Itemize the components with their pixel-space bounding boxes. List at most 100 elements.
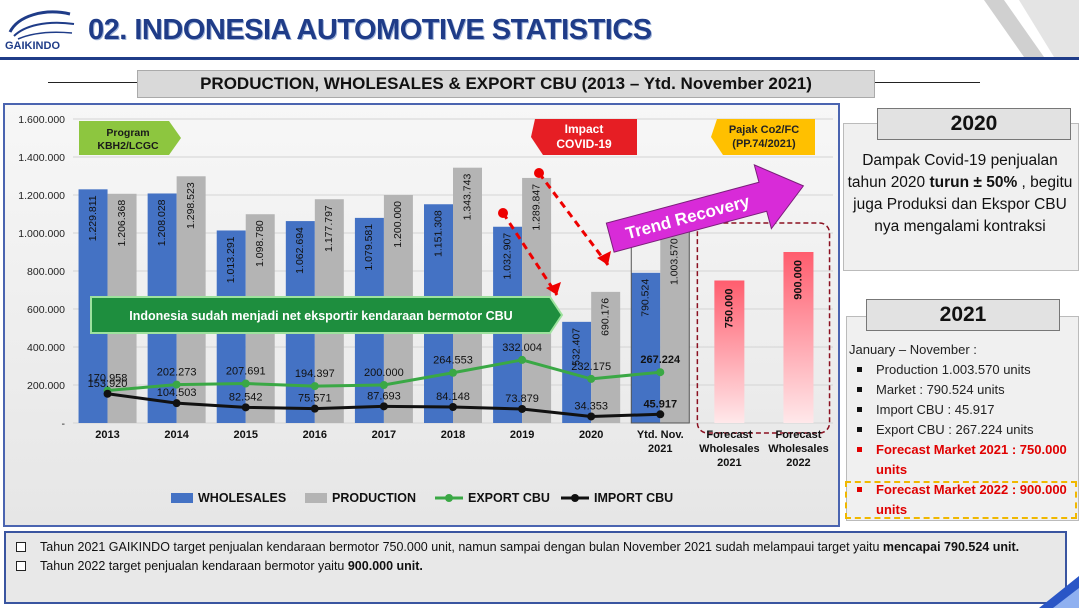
list-item-forecast-2021: Forecast Market 2021 : 750.000 units: [849, 440, 1077, 480]
box-2020-text-bold: turun ± 50%: [929, 174, 1022, 191]
covid-label: COVID-19: [556, 137, 612, 151]
gaikindo-logo: [8, 10, 75, 40]
page-title: 02. INDONESIA AUTOMOTIVE STATISTICS: [88, 14, 652, 46]
x-tick-label: Wholesales: [768, 443, 829, 455]
data-label-production: 1.177.797: [323, 205, 335, 252]
point-import-cbu: [518, 404, 527, 413]
x-tick-label: 2019: [510, 429, 534, 441]
note-1-text: Tahun 2021 GAIKINDO target penjualan ken…: [40, 540, 883, 554]
data-label-wholesales: 532.407: [570, 328, 582, 366]
y-tick-label: 200.000: [27, 380, 65, 392]
forecast-dashed-frame: [696, 222, 831, 434]
y-tick-label: 800.000: [27, 266, 65, 278]
pajak-label: Pajak Co2/FC: [729, 124, 799, 136]
trend-arrow-group: Trend Recovery: [605, 164, 805, 253]
bar-production: [660, 232, 690, 423]
box-2020-text: Dampak Covid-19 penjualan tahun 2020 tur…: [843, 150, 1077, 238]
bar-production: [591, 291, 621, 423]
point-import-cbu: [103, 389, 112, 398]
data-label-export-cbu: 200.000: [364, 367, 404, 379]
data-label-wholesales: 1.013.291: [225, 236, 237, 283]
x-tick-label: 2021: [648, 443, 672, 455]
data-label-production: 1.003.570: [669, 238, 681, 285]
net-export-label: Indonesia sudah menjadi net eksportir ke…: [129, 309, 512, 323]
net-export-banner: [90, 296, 564, 334]
banner-rule-right: [875, 82, 980, 83]
point-import-cbu: [172, 399, 181, 408]
legend-label-wholesales: WHOLESALES: [198, 491, 286, 505]
x-tick-label: 2022: [786, 457, 810, 469]
legend-marker-export: [445, 494, 453, 502]
chart: - 200.000 400.000 600.000 800.000 1.000.000 1.…: [18, 114, 833, 505]
y-tick-label: 400.000: [27, 342, 65, 354]
x-tick-label: Forecast: [776, 429, 822, 441]
data-label-import-cbu: 45.917: [643, 398, 677, 410]
covid-label: Impact: [565, 122, 604, 136]
bar-forecast: [783, 252, 814, 423]
x-tick-label: 2017: [372, 429, 396, 441]
data-label-production: 1.343.743: [461, 174, 473, 221]
forecast-boxes: [696, 222, 831, 434]
arrow-head-icon: [546, 282, 561, 295]
arrow-dot: [498, 208, 508, 218]
data-label-import-cbu: 84.148: [436, 391, 470, 403]
bar-production: [453, 167, 482, 423]
arrow-dot: [534, 168, 544, 178]
data-label-import-cbu: 75.571: [298, 393, 332, 405]
arrow-head-icon: [597, 251, 611, 265]
x-axis: 2013 2014 2015 2016 2017 2018 2019 2020 Ytd. Nov…: [95, 429, 828, 469]
point-export-cbu: [518, 355, 527, 364]
legend-label-import: IMPORT CBU: [594, 491, 673, 505]
data-label-production: 1.289.847: [530, 184, 542, 231]
box-2021-title: 2021: [866, 299, 1060, 331]
point-import-cbu: [310, 404, 319, 413]
y-tick-label: -: [62, 418, 66, 430]
point-import-cbu: [241, 403, 250, 412]
y-tick-label: 1.600.000: [18, 114, 65, 126]
data-label-wholesales: 790.524: [640, 279, 652, 317]
data-label-wholesales: 1.229.811: [87, 195, 99, 241]
legend-marker-import: [571, 494, 579, 502]
box-2020-text-a: Dampak Covid-19 penjualan tahun 2020: [847, 152, 1058, 191]
data-label-export-cbu: 194.397: [295, 368, 335, 380]
data-labels: 1.229.811 1.206.368 1.208.028 1.298.523 1.01…: [87, 174, 805, 413]
y-tick-label: 1.000.000: [18, 228, 65, 240]
data-label-import-cbu: 104.503: [157, 387, 197, 399]
checkbox-icon: [16, 542, 26, 552]
data-label-import-cbu: 82.542: [229, 391, 263, 403]
list-item: Export CBU : 267.224 units: [849, 420, 1077, 440]
data-label-wholesales: 1.208.028: [156, 199, 168, 246]
covid-arrow-1: [501, 212, 559, 296]
x-tick-label: Ytd. Nov.: [637, 429, 684, 441]
point-import-cbu: [379, 402, 388, 411]
note-row-2: Tahun 2022 target penjualan kendaraan be…: [16, 557, 1055, 576]
data-label-wholesales: 1.079.581: [363, 224, 375, 271]
program-label: KBH2/LCGC: [97, 140, 159, 152]
data-label-export-cbu: 207.691: [226, 366, 266, 378]
point-export-cbu: [310, 382, 319, 391]
x-tick-label: 2020: [579, 429, 603, 441]
data-label-import-cbu: 87.693: [367, 390, 401, 402]
x-tick-label: 2015: [233, 429, 257, 441]
data-label-import-cbu: 73.879: [505, 393, 539, 405]
data-label-forecast: 750.000: [723, 289, 735, 329]
x-tick-label: 2021: [717, 457, 741, 469]
x-tick-label: 2016: [303, 429, 327, 441]
box-2020-title: 2020: [877, 108, 1071, 140]
note-row-1: Tahun 2021 GAIKINDO target penjualan ken…: [16, 538, 1055, 557]
data-label-export-cbu: 202.273: [157, 367, 197, 379]
x-tick-label: 2014: [164, 429, 189, 441]
point-import-cbu: [449, 403, 457, 412]
point-import-cbu: [656, 410, 665, 419]
y-axis: - 200.000 400.000 600.000 800.000 1.000.000 1.…: [18, 114, 65, 430]
legend-swatch-production: [305, 493, 327, 503]
box-2021: [846, 316, 1079, 521]
point-export-cbu: [587, 374, 596, 383]
point-export-cbu: [449, 368, 457, 377]
legend-label-production: PRODUCTION: [332, 491, 416, 505]
box-2021-list: Production 1.003.570 units Market : 790.…: [849, 360, 1077, 520]
list-item-forecast-2022: Forecast Market 2022 : 900.000 units: [849, 480, 1077, 520]
list-item: Production 1.003.570 units: [849, 360, 1077, 380]
legend-swatch-wholesales: [171, 493, 193, 503]
